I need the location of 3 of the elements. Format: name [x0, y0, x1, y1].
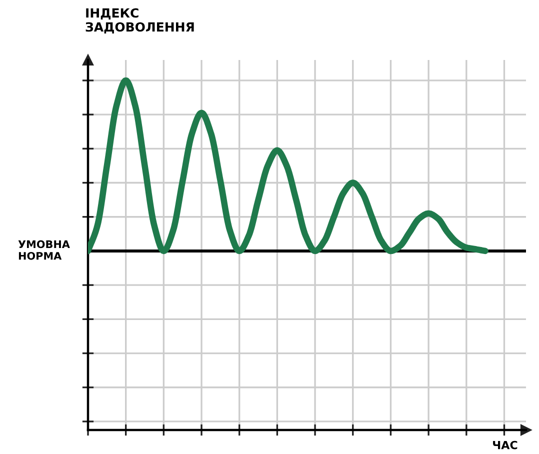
ref-line-label: УМОВНА НОРМА	[18, 240, 70, 260]
text: ЧАС	[493, 440, 518, 450]
y-axis-title: ІНДЕКС ЗАДОВОЛЕННЯ	[86, 8, 194, 34]
